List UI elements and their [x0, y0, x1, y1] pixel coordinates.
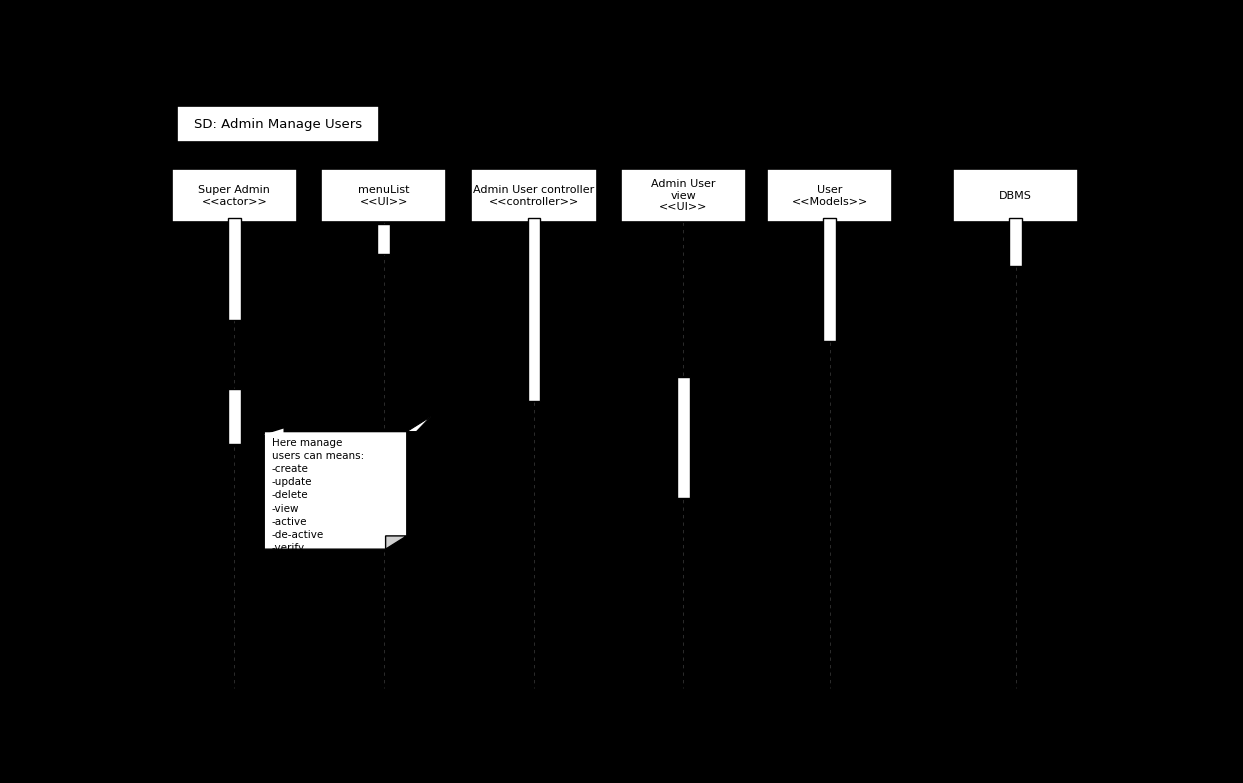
Text: DBMS: DBMS: [999, 191, 1032, 201]
FancyBboxPatch shape: [528, 218, 541, 402]
Text: Here manage
users can means:
-create
-update
-delete
-view
-active
-de-active
-v: Here manage users can means: -create -up…: [272, 438, 364, 554]
FancyBboxPatch shape: [620, 169, 746, 222]
Text: User
<<Models>>: User <<Models>>: [792, 185, 868, 207]
FancyBboxPatch shape: [229, 389, 241, 444]
Polygon shape: [265, 431, 406, 549]
FancyBboxPatch shape: [321, 169, 446, 222]
Polygon shape: [385, 536, 406, 549]
Polygon shape: [406, 417, 431, 431]
FancyBboxPatch shape: [177, 106, 379, 143]
Text: Admin User controller
<<controller>>: Admin User controller <<controller>>: [474, 185, 594, 207]
FancyBboxPatch shape: [229, 218, 241, 320]
FancyBboxPatch shape: [953, 169, 1078, 222]
FancyBboxPatch shape: [677, 377, 690, 498]
FancyBboxPatch shape: [767, 169, 892, 222]
Text: SD: Admin Manage Users: SD: Admin Manage Users: [194, 117, 362, 131]
FancyBboxPatch shape: [378, 224, 390, 254]
FancyBboxPatch shape: [823, 218, 837, 341]
Text: menuList
<<UI>>: menuList <<UI>>: [358, 185, 409, 207]
Text: Admin User
view
<<UI>>: Admin User view <<UI>>: [651, 179, 716, 212]
FancyBboxPatch shape: [471, 169, 597, 222]
FancyBboxPatch shape: [172, 169, 297, 222]
Text: Super Admin
<<actor>>: Super Admin <<actor>>: [199, 185, 270, 207]
FancyBboxPatch shape: [1009, 218, 1022, 265]
Polygon shape: [265, 428, 283, 441]
